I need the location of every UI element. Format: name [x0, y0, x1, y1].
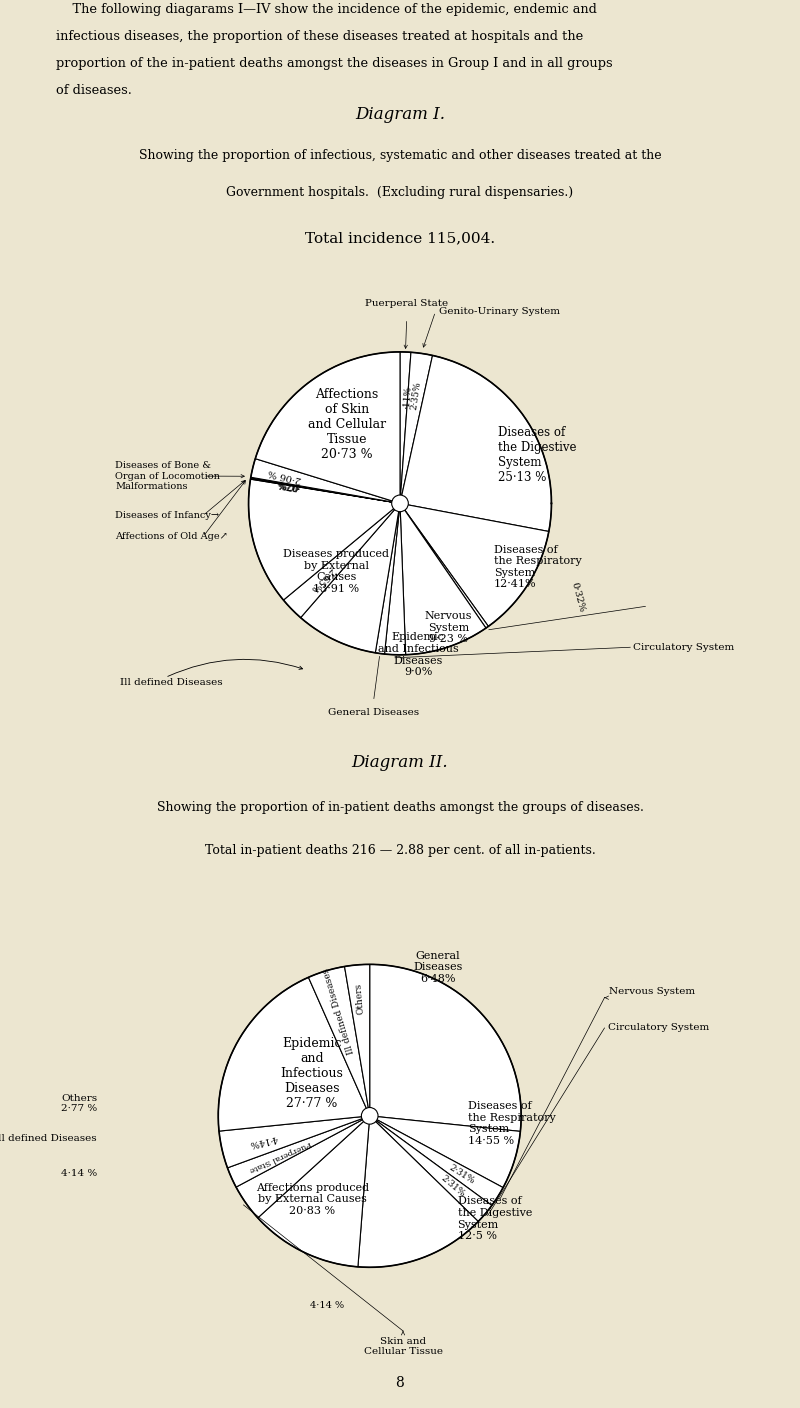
Wedge shape: [385, 503, 406, 655]
Wedge shape: [258, 1115, 370, 1267]
Wedge shape: [370, 1115, 503, 1205]
Text: Government hospitals.  (Excluding rural dispensaries.): Government hospitals. (Excluding rural d…: [226, 186, 574, 199]
Wedge shape: [218, 977, 370, 1131]
Text: General
Diseases
6·48%: General Diseases 6·48%: [413, 950, 462, 984]
Text: Ill defined Diseases: Ill defined Diseases: [0, 1133, 97, 1143]
Text: Others
2·77 %: Others 2·77 %: [61, 1094, 97, 1114]
Circle shape: [362, 1108, 378, 1124]
Text: 2·65%: 2·65%: [308, 566, 336, 594]
Wedge shape: [249, 479, 400, 600]
Text: ·07%: ·07%: [276, 479, 300, 491]
Text: Nervous
System
9·23 %: Nervous System 9·23 %: [425, 611, 472, 645]
Wedge shape: [250, 477, 400, 503]
Wedge shape: [251, 459, 400, 503]
Wedge shape: [400, 503, 486, 655]
Text: proportion of the in-patient deaths amongst the diseases in Group I and in all g: proportion of the in-patient deaths amon…: [56, 58, 613, 70]
Text: Circulatory System: Circulatory System: [634, 643, 734, 652]
Wedge shape: [400, 503, 549, 627]
Wedge shape: [301, 503, 400, 653]
Wedge shape: [370, 1115, 492, 1222]
Text: ·07%: ·07%: [276, 479, 300, 491]
Wedge shape: [236, 1115, 370, 1218]
Text: ·07%: ·07%: [276, 477, 300, 490]
Text: Diagram I.: Diagram I.: [355, 106, 445, 124]
Wedge shape: [227, 1115, 370, 1187]
Text: Nervous System: Nervous System: [609, 987, 695, 995]
Text: Circulatory System: Circulatory System: [607, 1024, 709, 1032]
Wedge shape: [400, 503, 488, 628]
Text: The following diagarams I—IV show the incidence of the epidemic, endemic and: The following diagarams I—IV show the in…: [56, 3, 597, 15]
Text: General Diseases: General Diseases: [328, 708, 419, 717]
Wedge shape: [400, 352, 433, 503]
Wedge shape: [250, 479, 400, 503]
Text: Diseases of
the Respiratory
System
14·55 %: Diseases of the Respiratory System 14·55…: [468, 1101, 556, 1146]
Wedge shape: [345, 964, 370, 1115]
Wedge shape: [358, 1115, 478, 1267]
Wedge shape: [400, 352, 411, 503]
Text: 8: 8: [396, 1377, 404, 1390]
Wedge shape: [375, 503, 400, 655]
Text: Affections of Old Age↗: Affections of Old Age↗: [115, 532, 228, 541]
Wedge shape: [255, 352, 400, 503]
Text: Skin and
Cellular Tissue: Skin and Cellular Tissue: [363, 1338, 442, 1356]
Text: Diseases produced
by External
Causes
13·91 %: Diseases produced by External Causes 13·…: [283, 549, 390, 594]
Wedge shape: [309, 966, 370, 1115]
Text: 0·32%: 0·32%: [570, 582, 586, 614]
Wedge shape: [370, 1115, 520, 1187]
Text: Others: Others: [354, 983, 366, 1014]
Text: Ill defined Diseases: Ill defined Diseases: [120, 677, 222, 687]
Text: Puerperal State: Puerperal State: [248, 1139, 312, 1173]
Text: Affections produced
by External Causes
20·83 %: Affections produced by External Causes 2…: [255, 1183, 369, 1215]
Text: 4·14 %: 4·14 %: [310, 1301, 344, 1309]
Text: of diseases.: of diseases.: [56, 84, 132, 97]
Text: Diagram II.: Diagram II.: [352, 755, 448, 772]
Text: 2·31%: 2·31%: [447, 1163, 476, 1186]
Text: Showing the proportion of infectious, systematic and other diseases treated at t: Showing the proportion of infectious, sy…: [138, 149, 662, 162]
Text: Total incidence 115,004.: Total incidence 115,004.: [305, 231, 495, 245]
Text: Epidemic
and Infectious
Diseases
9·0%: Epidemic and Infectious Diseases 9·0%: [378, 632, 458, 677]
Circle shape: [392, 496, 408, 511]
Text: 2·06 %: 2·06 %: [268, 467, 302, 484]
Text: Total in-patient deaths 216 — 2.88 per cent. of all in-patients.: Total in-patient deaths 216 — 2.88 per c…: [205, 843, 595, 857]
Wedge shape: [283, 503, 400, 618]
Text: Genito-Urinary System: Genito-Urinary System: [438, 307, 559, 315]
Text: Ill defined Diseases: Ill defined Diseases: [321, 967, 355, 1056]
Text: Diseases of
the Respiratory
System
12·41%: Diseases of the Respiratory System 12·41…: [494, 545, 582, 590]
Text: 4·14 %: 4·14 %: [61, 1169, 97, 1178]
Wedge shape: [370, 964, 521, 1132]
Text: 2·35%: 2·35%: [409, 380, 422, 410]
Text: ·11%: ·11%: [402, 386, 413, 410]
Text: 2·31%: 2·31%: [439, 1174, 466, 1200]
Text: Puerperal State: Puerperal State: [366, 298, 449, 308]
Text: Showing the proportion of in-patient deaths amongst the groups of diseases.: Showing the proportion of in-patient dea…: [157, 801, 643, 814]
Wedge shape: [250, 477, 400, 503]
Text: Diseases of
the Digestive
System
12·5 %: Diseases of the Digestive System 12·5 %: [458, 1197, 532, 1242]
Text: Diseases of Infancy→: Diseases of Infancy→: [115, 511, 219, 520]
Text: infectious diseases, the proportion of these diseases treated at hospitals and t: infectious diseases, the proportion of t…: [56, 30, 583, 44]
Text: Diseases of Bone &
Organ of Locomotion
Malformations: Diseases of Bone & Organ of Locomotion M…: [115, 462, 220, 491]
Text: Diseases of
the Digestive
System
25·13 %: Diseases of the Digestive System 25·13 %: [498, 425, 577, 484]
Text: Affections
of Skin
and Cellular
Tissue
20·73 %: Affections of Skin and Cellular Tissue 2…: [308, 389, 386, 460]
Wedge shape: [400, 355, 551, 531]
Text: 4·14%: 4·14%: [249, 1132, 278, 1148]
Text: Epidemic
and
Infectious
Diseases
27·77 %: Epidemic and Infectious Diseases 27·77 %: [281, 1036, 343, 1110]
Wedge shape: [219, 1115, 370, 1167]
